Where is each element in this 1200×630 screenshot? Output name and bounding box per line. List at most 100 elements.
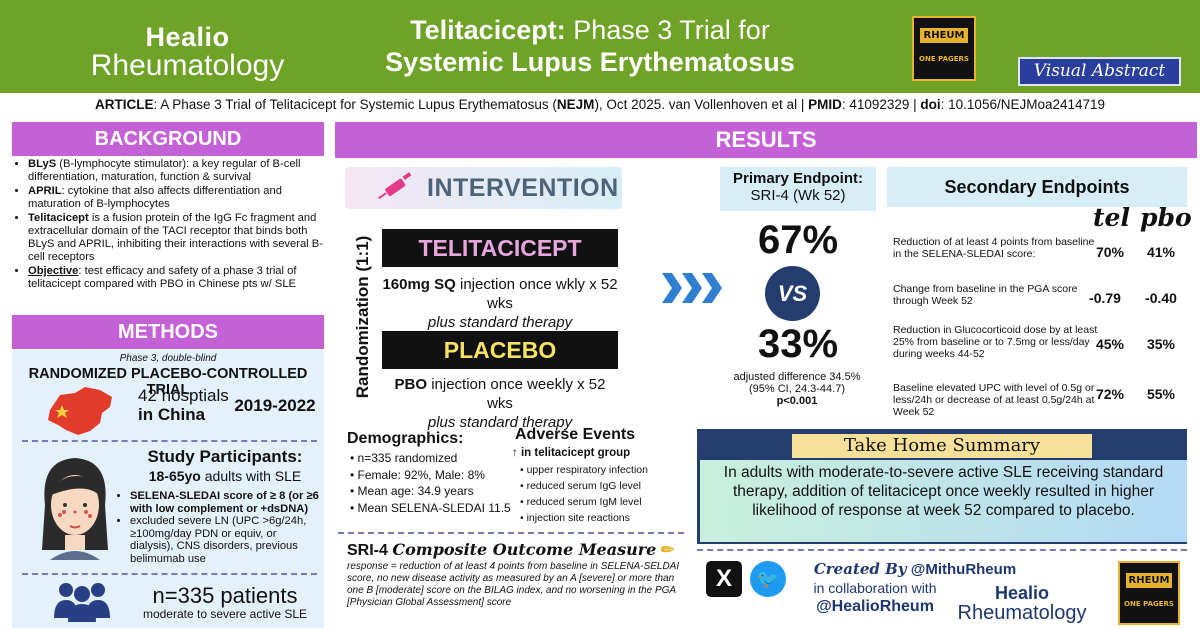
demo-text: Female: 92%, Male: 8% bbox=[357, 467, 485, 482]
intervention-label: INTERVENTION bbox=[427, 174, 619, 202]
participants-age: 18-65yo adults with SLE bbox=[130, 468, 320, 484]
title-drug: Telitacicept: bbox=[410, 15, 566, 45]
telitacicept-dosing: 160mg SQ injection once wkly x 52 wks pl… bbox=[382, 275, 618, 332]
tel-dose: 160mg SQ bbox=[382, 276, 456, 293]
demo-text: n=335 randomized bbox=[357, 451, 458, 465]
sites-text: 42 hosptials in China bbox=[138, 386, 268, 424]
secondary-row-label: Reduction of at least 4 points from base… bbox=[893, 236, 1095, 260]
demographics-list: • n=335 randomized • Female: 92%, Male: … bbox=[350, 450, 511, 516]
ae-text: reduced serum IgG level bbox=[526, 480, 641, 492]
telitacicept-response: 67% bbox=[757, 218, 839, 262]
secondary-tel-value: 72% bbox=[1095, 386, 1125, 402]
x-logo-icon[interactable]: X bbox=[706, 561, 742, 597]
visual-abstract-badge: Visual Abstract bbox=[1018, 57, 1181, 86]
doi-label: doi bbox=[920, 97, 941, 112]
chevron-right-icon bbox=[662, 273, 722, 303]
participant-criteria: SELENA-SLEDAI score of ≥ 8 (or ≥6 with l… bbox=[118, 490, 323, 565]
header-banner bbox=[0, 0, 1200, 93]
article-text: : A Phase 3 Trial of Telitacicept for Sy… bbox=[153, 97, 557, 112]
rheum-one-pagers-logo: RHEUM ONE PAGERS bbox=[912, 16, 976, 81]
bg-item-text: : test efficacy and safety of a phase 3 … bbox=[28, 265, 297, 290]
ae-item: • upper respiratory infection bbox=[520, 464, 648, 476]
secondary-pbo-value: -0.40 bbox=[1145, 290, 1177, 306]
methods-heading: METHODS bbox=[12, 315, 324, 349]
background-item: Objective: test efficacy and safety of a… bbox=[28, 265, 326, 291]
article-journal: NEJM bbox=[556, 97, 595, 112]
op-pagers-text: ONE PAGERS bbox=[919, 55, 969, 63]
sites-line1: 42 hosptials bbox=[138, 386, 229, 405]
op-rheum-text: RHEUM bbox=[1126, 573, 1172, 588]
author-handle[interactable]: @MithuRheum bbox=[910, 561, 1017, 578]
demographics-title: Demographics: bbox=[347, 430, 464, 447]
article-label: ARTICLE bbox=[94, 97, 154, 112]
ae-item: • injection site reactions bbox=[520, 512, 630, 524]
secondary-row-label: Change from baseline in the PGA score th… bbox=[893, 283, 1078, 307]
demo-text: Mean age: 34.9 years bbox=[357, 484, 474, 498]
op-rheum-text: RHEUM bbox=[920, 28, 968, 43]
adj-line2: (95% CI, 24.3-44.7) bbox=[749, 383, 845, 395]
bg-item-bold: Objective bbox=[28, 265, 79, 277]
sample-size-sub: moderate to severe active SLE bbox=[142, 607, 308, 621]
pbo-dose-rest: injection once weekly x 52 wks bbox=[427, 376, 606, 412]
secondary-row-label: Baseline elevated UPC with level of 0.5g… bbox=[893, 382, 1095, 418]
adverse-events-sub: ↑ in telitacicept group bbox=[512, 447, 631, 459]
demo-text: Mean SELENA-SLEDAI 11.5 bbox=[357, 500, 511, 515]
logo-line2: Rheumatology bbox=[90, 49, 285, 82]
rheum-one-pagers-logo: RHEUM ONE PAGERS bbox=[1118, 561, 1180, 625]
logo-small-line2: Rheumatology bbox=[957, 602, 1087, 624]
healio-handle[interactable]: @HealioRheum bbox=[816, 598, 934, 615]
tel-plus: plus standard therapy bbox=[427, 314, 573, 331]
created-by: Created By @MithuRheum bbox=[795, 559, 1035, 580]
people-group-icon bbox=[54, 583, 110, 622]
randomization-text: Randomization (1:1) bbox=[353, 236, 372, 398]
demographics-item: • Mean age: 34.9 years bbox=[350, 484, 474, 498]
bg-item-text: (B-lymphocyte stimulator): a key regular… bbox=[28, 158, 301, 183]
sample-size: n=335 patients bbox=[152, 583, 298, 608]
trial-design: RANDOMIZED PLACEBO-CONTROLLED TRIAL bbox=[28, 366, 308, 398]
divider bbox=[697, 549, 1187, 551]
criteria-item: excluded severe LN (UPC >6g/24h, ≥100mg/… bbox=[130, 515, 323, 565]
healio-rheumatology-logo-small: Healio Rheumatology bbox=[952, 584, 1092, 624]
secondary-tel-value: 45% bbox=[1095, 336, 1125, 352]
ae-text: reduced serum IgM level bbox=[526, 496, 642, 508]
take-home-text: In adults with moderate-to-severe active… bbox=[700, 460, 1187, 542]
phase-text: Phase 3, double-blind bbox=[119, 353, 217, 364]
divider bbox=[22, 440, 317, 442]
healio-rheumatology-logo: Healio Rheumatology bbox=[60, 24, 315, 82]
col-pbo-header: pbo bbox=[1140, 203, 1192, 232]
pencil-icon: ✏ bbox=[660, 542, 675, 559]
ae-item: • reduced serum IgM level bbox=[520, 496, 642, 508]
study-participants-title: Study Participants: bbox=[147, 447, 303, 466]
secondary-endpoints-title: Secondary Endpoints bbox=[887, 167, 1187, 207]
adverse-events-title: Adverse Events bbox=[515, 426, 636, 443]
ae-text: injection site reactions bbox=[526, 512, 630, 524]
divider bbox=[22, 573, 317, 575]
article-citation: ARTICLE: A Phase 3 Trial of Telitacicept… bbox=[0, 93, 1200, 117]
pmid-value: : 41092329 | bbox=[841, 97, 921, 112]
results-heading: RESULTS bbox=[335, 122, 1197, 158]
randomization-label: Randomization (1:1) bbox=[353, 236, 372, 398]
bg-item-bold: APRIL bbox=[28, 185, 62, 197]
secondary-row-label: Reduction in Glucocorticoid dose by at l… bbox=[893, 324, 1098, 360]
created-cursive: Created By bbox=[813, 560, 907, 578]
secondary-tel-value: 70% bbox=[1095, 244, 1125, 260]
background-item: APRIL: cytokine that also affects differ… bbox=[28, 185, 326, 211]
doi-value: : 10.1056/NEJMoa2414719 bbox=[940, 97, 1106, 112]
secondary-tel-value: -0.79 bbox=[1089, 290, 1121, 306]
intervention-banner: INTERVENTION bbox=[345, 167, 622, 209]
primary-subtitle: SRI-4 (Wk 52) bbox=[750, 187, 846, 204]
ae-text: upper respiratory infection bbox=[526, 464, 648, 476]
twitter-bird-icon[interactable]: 🐦 bbox=[750, 561, 786, 597]
age-rest: adults with SLE bbox=[200, 468, 302, 484]
pbo-plus: plus standard therapy bbox=[427, 414, 573, 431]
background-list: BLyS (B-lymphocyte stimulator): a key re… bbox=[14, 158, 326, 292]
bg-item-bold: BLyS bbox=[28, 158, 57, 170]
background-item: Telitacicept is a fusion protein of the … bbox=[28, 212, 326, 264]
logo-line1: Healio bbox=[145, 22, 230, 52]
primary-endpoint-box: Primary Endpoint: SRI-4 (Wk 52) bbox=[720, 167, 876, 211]
title-line2: Systemic Lupus Erythematosus bbox=[385, 47, 795, 77]
take-home-heading: Take Home Summary bbox=[792, 434, 1092, 458]
col-tel-header: tel bbox=[1093, 203, 1130, 232]
pmid-label: PMID bbox=[808, 97, 842, 112]
telitacicept-arm-label: TELITACICEPT bbox=[382, 229, 618, 267]
